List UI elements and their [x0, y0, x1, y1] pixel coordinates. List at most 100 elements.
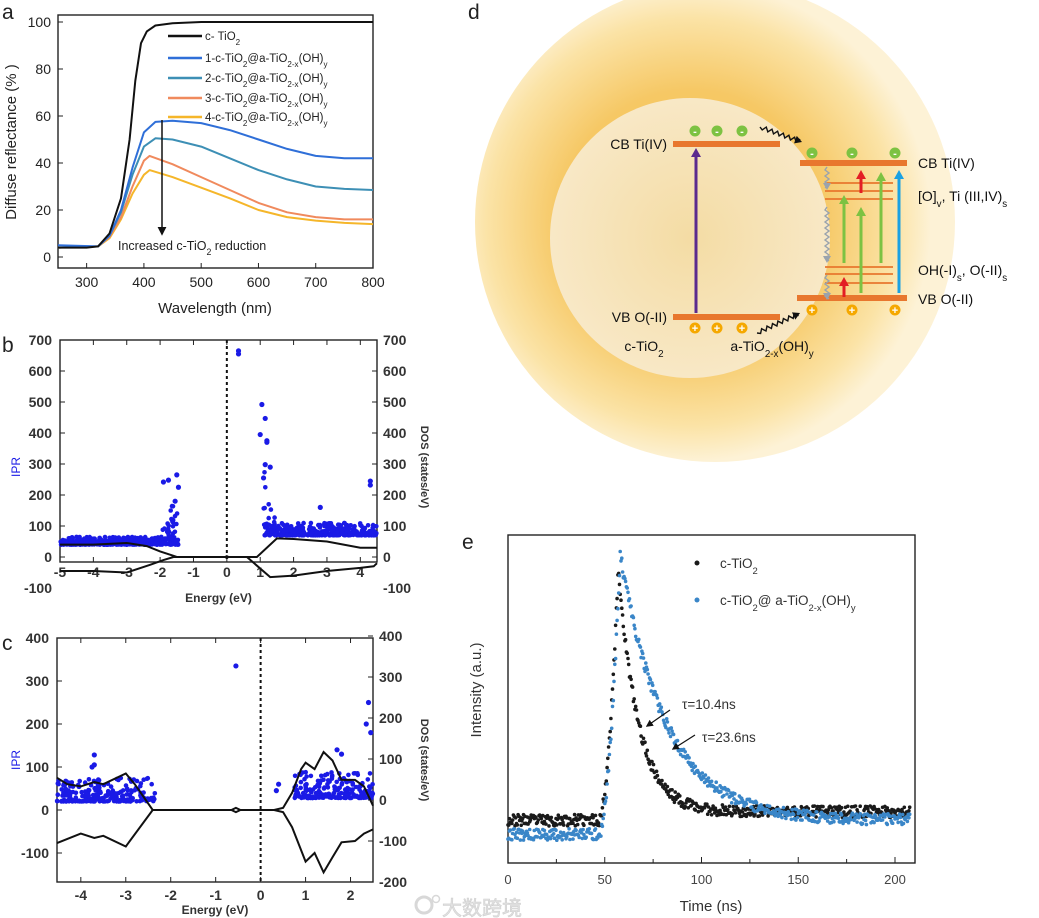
data-point — [625, 586, 629, 590]
y-right-tick-label: -100 — [383, 580, 411, 596]
data-point — [641, 736, 646, 741]
series-line-0 — [58, 21, 373, 249]
dos-spin-down-line — [56, 809, 374, 875]
data-point — [836, 816, 841, 820]
data-point — [631, 615, 636, 620]
legend-label: c- TiO2 — [205, 31, 241, 47]
data-point — [715, 786, 719, 790]
core-label: c-TiO2 — [624, 338, 663, 360]
data-point — [526, 833, 530, 838]
ipr-point — [174, 521, 179, 527]
relaxation-wavy-arrow-icon-head — [823, 183, 831, 190]
ipr-point — [333, 795, 339, 800]
text-run: 3-c-TiO — [205, 93, 243, 105]
data-point — [860, 821, 865, 826]
ipr-outlier-point — [267, 464, 273, 470]
electron-transfer-wavy-arrow-icon-head — [794, 135, 802, 144]
data-point — [803, 811, 807, 816]
ipr-point — [350, 782, 356, 787]
ipr-point — [284, 532, 290, 538]
y-axis-label-dos: DOS (states/eV) — [418, 719, 430, 802]
data-point — [531, 837, 536, 842]
data-point — [626, 656, 630, 661]
subscript: 2-x — [287, 100, 298, 109]
ipr-point — [132, 788, 137, 793]
data-point — [647, 681, 651, 686]
y-tick-label: 0 — [44, 549, 52, 565]
watermark-logo-icon — [414, 895, 434, 915]
y-tick-label: 300 — [26, 673, 50, 689]
data-point — [907, 812, 912, 816]
data-point — [515, 836, 520, 840]
ipr-point — [130, 796, 135, 801]
ipr-point — [86, 793, 91, 799]
data-point — [864, 822, 869, 827]
x-tick-label: 1 — [302, 887, 310, 903]
data-point — [687, 756, 691, 760]
ipr-point — [265, 528, 271, 534]
y-right-tick-label: 0 — [383, 549, 391, 565]
y-tick-label: 300 — [29, 456, 53, 472]
data-point — [560, 817, 564, 822]
data-point — [709, 779, 714, 784]
data-point — [552, 836, 557, 840]
data-point — [601, 797, 605, 801]
x-tick-label: 4 — [356, 564, 364, 580]
series-points-1 — [506, 549, 912, 842]
ipr-point — [125, 787, 130, 793]
subscript: y — [324, 119, 328, 128]
ipr-scatter-series — [54, 663, 376, 804]
ipr-point — [351, 792, 357, 797]
data-point — [675, 738, 680, 743]
hole-icon-symbol: + — [692, 323, 698, 335]
ipr-point — [122, 536, 128, 541]
y-tick-label: 700 — [29, 332, 53, 348]
ipr-point — [333, 788, 339, 793]
subscript: s — [1002, 273, 1007, 284]
ipr-point — [126, 798, 131, 803]
x-tick-label: 2 — [347, 887, 355, 903]
data-point — [629, 677, 633, 682]
ipr-point — [344, 523, 349, 528]
subscript: 2 — [243, 80, 248, 89]
y-right-tick-label: 200 — [379, 710, 403, 726]
data-point — [536, 818, 540, 822]
plot-frame — [507, 534, 916, 864]
ipr-point — [89, 796, 94, 802]
ipr-outlier-point — [338, 751, 345, 757]
data-point — [617, 573, 622, 578]
data-point — [527, 827, 532, 832]
ipr-point — [298, 779, 304, 785]
data-point — [811, 813, 816, 817]
green-transition-arrow-icon-head — [856, 207, 866, 216]
data-point — [759, 803, 763, 807]
ipr-point — [324, 793, 329, 798]
data-point — [596, 821, 601, 825]
ipr-point — [370, 782, 375, 787]
ipr-outlier-point — [172, 498, 178, 504]
ipr-point — [170, 504, 176, 509]
plot-frame — [59, 339, 378, 563]
x-tick-label: 200 — [884, 872, 906, 887]
electron-icon-symbol: - — [810, 148, 814, 160]
relaxation-wavy-arrow-icon — [823, 206, 831, 262]
y-tick-label: 100 — [28, 14, 52, 30]
annotation-arrow-icon — [671, 734, 696, 750]
data-point — [657, 702, 662, 706]
data-point — [625, 651, 629, 656]
data-point — [647, 762, 652, 766]
text-run: (OH) — [822, 593, 851, 608]
ipr-point — [298, 785, 304, 791]
x-tick-label: -3 — [120, 887, 133, 903]
data-point — [520, 829, 525, 833]
y-tick-label: 200 — [26, 716, 50, 732]
y-right-tick-label: 400 — [379, 628, 403, 644]
data-point — [507, 816, 512, 821]
y-tick-label: 60 — [35, 108, 51, 124]
y-tick-label: 40 — [35, 155, 51, 171]
text-run: OH(-I) — [918, 262, 957, 278]
green-transition-arrow-icon-head — [876, 172, 886, 181]
watermark-logo-icon — [431, 894, 441, 904]
ipr-point — [308, 520, 314, 526]
ipr-outlier-point — [233, 663, 239, 669]
